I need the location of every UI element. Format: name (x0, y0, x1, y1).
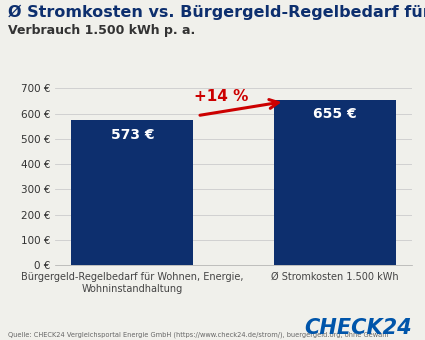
Text: +14 %: +14 % (194, 88, 249, 104)
Text: Quelle: CHECK24 Vergleichsportal Energie GmbH (https://www.check24.de/strom/), b: Quelle: CHECK24 Vergleichsportal Energie… (8, 332, 390, 338)
Bar (71, 120, 193, 265)
Text: Verbrauch 1.500 kWh p. a.: Verbrauch 1.500 kWh p. a. (8, 24, 196, 37)
Text: 573 €: 573 € (110, 128, 154, 141)
Text: 655 €: 655 € (313, 107, 357, 121)
Text: Ø Stromkosten vs. Bürgergeld-Regelbedarf für Energie: Ø Stromkosten vs. Bürgergeld-Regelbedarf… (8, 5, 425, 20)
Text: CHECK24: CHECK24 (305, 318, 412, 338)
Bar (274, 100, 396, 265)
